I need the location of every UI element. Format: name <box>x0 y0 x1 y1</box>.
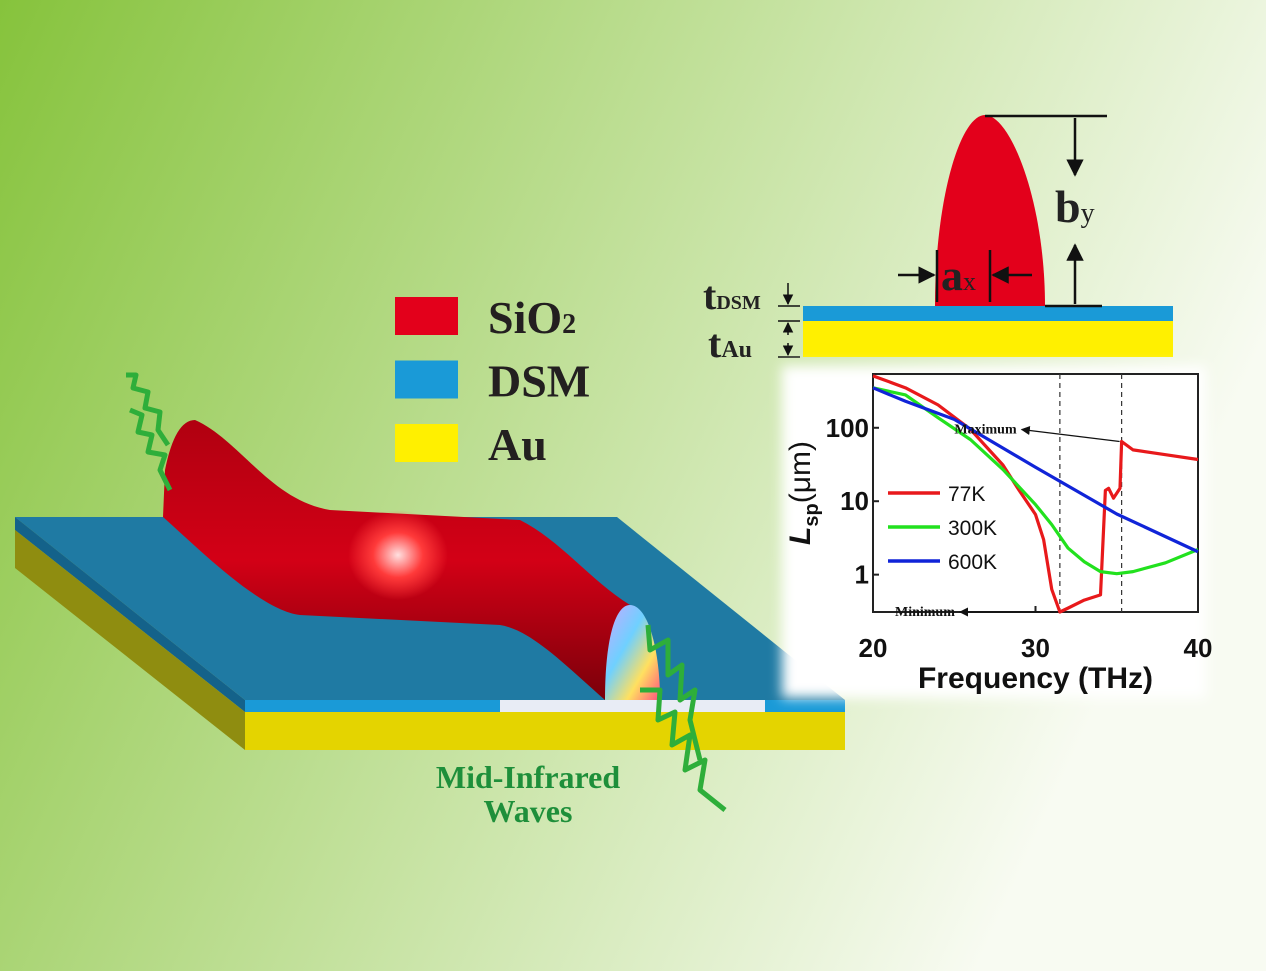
y-tick-label: 10 <box>840 486 869 516</box>
wave <box>129 407 173 492</box>
waves-label-line: Waves <box>484 793 573 829</box>
dim-main: t <box>703 273 717 318</box>
dimension-labels: tDSM tAu ax by <box>703 181 1095 366</box>
y-tick-label: 1 <box>855 560 869 590</box>
y-axis-title-sub: sp <box>801 503 823 526</box>
waves-label-line: Mid-Infrared <box>436 759 620 795</box>
cross-section <box>778 114 1173 358</box>
au-front <box>245 712 845 750</box>
au-side <box>15 530 245 750</box>
dsm-layer <box>803 306 1173 321</box>
series-line <box>872 374 1199 614</box>
legend-label: 77K <box>948 483 985 506</box>
dim-main: b <box>1055 181 1081 232</box>
series-line <box>872 386 1199 576</box>
dim-label: tAu <box>708 321 752 366</box>
legend-label: 300K <box>948 517 997 540</box>
x-tick-label: 30 <box>1021 633 1050 663</box>
dim-label: ax <box>941 251 976 300</box>
waves-label: Mid-Infrared Waves <box>436 759 620 829</box>
x-axis-title: Frequency (THz) <box>918 662 1153 695</box>
y-axis-title: Lsp(μm) <box>784 441 823 545</box>
series-line <box>872 386 1199 554</box>
slot <box>500 700 765 712</box>
dim-sub: x <box>963 267 976 296</box>
dsm-side <box>15 517 245 712</box>
legend-label: Au <box>488 419 547 470</box>
x-tick-label: 40 <box>1184 633 1213 663</box>
chart-backdrop <box>782 366 1206 698</box>
y-axis-title-unit: (μm) <box>784 441 817 503</box>
annotation-arrow <box>1020 425 1120 443</box>
dim-label: by <box>1055 181 1095 232</box>
legend-swatch <box>395 424 458 462</box>
legend-swatch <box>395 360 458 399</box>
au-layer <box>803 321 1173 357</box>
chart: 20 30 40 1 10 100 77K 300K 600K Maximum Minimum Fre… <box>784 373 1213 695</box>
y-axis-title-main: L <box>784 527 817 545</box>
legend-main: Au <box>488 419 547 470</box>
sio2-ridge <box>935 115 1045 306</box>
dim-sub: y <box>1081 198 1095 229</box>
annotation: Minimum <box>895 605 955 620</box>
dim-label: tDSM <box>703 273 761 318</box>
device <box>15 372 845 812</box>
legend-main: SiO <box>488 292 562 343</box>
legend: SiO2 DSM Au <box>395 292 590 470</box>
wave <box>645 624 703 761</box>
legend-sub: 2 <box>562 309 576 340</box>
wave <box>640 687 727 812</box>
legend-main: DSM <box>488 356 590 407</box>
annotation: Maximum <box>954 423 1017 438</box>
dim-main: a <box>941 251 963 300</box>
y-tick-label: 100 <box>826 413 869 443</box>
dim-main: t <box>708 321 722 366</box>
dim-sub: Au <box>721 337 752 363</box>
legend-label: SiO2 <box>488 292 576 343</box>
legend-swatch <box>395 297 458 335</box>
legend-label: DSM <box>488 356 590 407</box>
field-glow <box>348 510 448 600</box>
legend-label: 600K <box>948 551 997 574</box>
dim-sub: DSM <box>716 292 761 314</box>
waves <box>126 372 727 812</box>
x-tick-label: 20 <box>859 633 888 663</box>
wave <box>126 372 171 447</box>
